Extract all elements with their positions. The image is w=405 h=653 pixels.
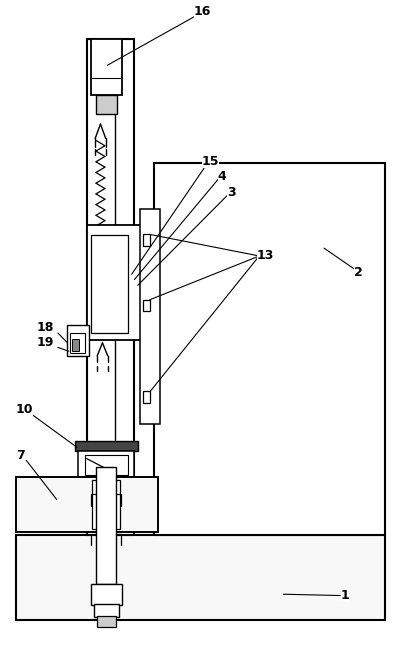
Bar [96, 95, 117, 114]
Bar [75, 441, 138, 451]
Bar [67, 325, 89, 356]
Text: 16: 16 [194, 5, 211, 18]
Text: 10: 10 [15, 403, 33, 416]
Text: 18: 18 [37, 321, 54, 334]
Bar [96, 467, 116, 584]
Bar [87, 225, 154, 340]
Bar [78, 451, 134, 477]
Text: 3: 3 [227, 186, 236, 199]
Bar [92, 480, 120, 529]
Text: 4: 4 [217, 170, 226, 183]
Text: 13: 13 [257, 249, 274, 263]
Bar [143, 300, 150, 311]
Text: 7: 7 [16, 449, 25, 462]
Text: 1: 1 [341, 589, 350, 602]
Bar [154, 163, 385, 535]
Bar [87, 39, 134, 535]
Bar [16, 477, 158, 532]
Bar [72, 339, 79, 351]
Bar [91, 39, 122, 95]
Bar [91, 235, 128, 333]
Bar [85, 455, 128, 475]
Bar [70, 333, 85, 353]
Bar [97, 616, 116, 627]
Bar [16, 535, 385, 620]
Bar [94, 604, 119, 617]
Bar [143, 234, 150, 246]
Bar [143, 391, 150, 403]
Bar [91, 584, 122, 605]
Text: 2: 2 [354, 266, 363, 279]
Text: 15: 15 [202, 155, 220, 168]
Text: 19: 19 [37, 336, 54, 349]
Bar [140, 209, 160, 424]
